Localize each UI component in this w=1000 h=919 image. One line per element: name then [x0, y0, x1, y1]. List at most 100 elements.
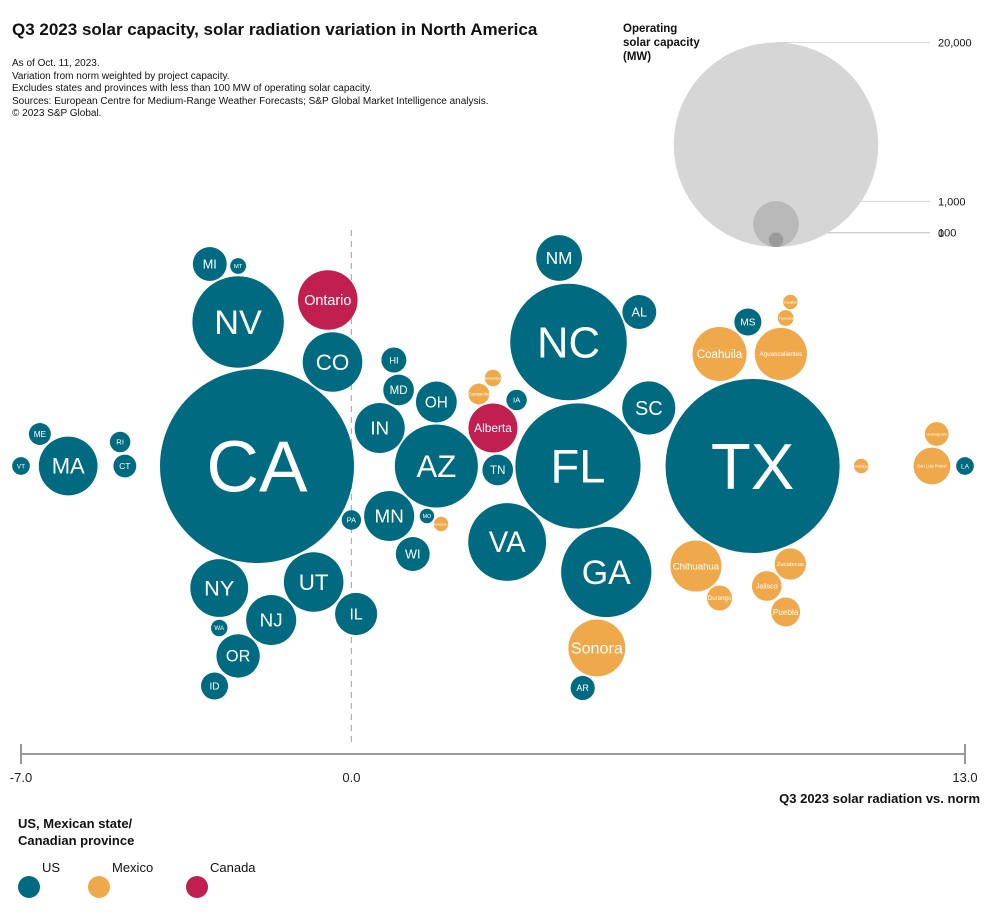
bubble-label-aguascalientes: Aguascalientes — [760, 351, 803, 358]
bubble-sonora-2 — [433, 516, 449, 532]
bubble-label-la: LA — [961, 463, 970, 470]
bubble-vt — [12, 457, 30, 475]
bubble-aguascalientes — [754, 327, 807, 381]
bubble-label-hi: HI — [389, 354, 398, 365]
bubble-alberta — [468, 403, 518, 453]
bubble-nj — [246, 594, 297, 646]
bubble-label-ia: IA — [513, 396, 521, 405]
bubble-label-ga: GA — [582, 554, 631, 592]
bubble-nv — [192, 276, 284, 368]
bubble-sc — [622, 381, 676, 435]
legend-swatch-mexico — [88, 876, 110, 898]
size-legend-circle-0 — [673, 42, 879, 247]
bubble-label-tx: TX — [711, 430, 794, 503]
x-tick-label-0: -7.0 — [10, 770, 32, 785]
bubble-label-il: IL — [350, 607, 363, 624]
bubble-hi — [381, 347, 407, 373]
bubble-label-ma: MA — [52, 454, 85, 479]
bubble-label-pa: PA — [347, 516, 356, 525]
note-weighting: Variation from norm weighted by project … — [12, 70, 230, 82]
bubble-yucatan — [783, 294, 798, 310]
bubble-label-wi: WI — [405, 547, 421, 561]
bubble-tn — [482, 454, 514, 486]
bubble-ms — [734, 308, 762, 336]
bubble-ca — [160, 369, 354, 563]
bubble-chihuahua — [670, 540, 722, 592]
bubble-ga — [561, 526, 652, 618]
bubble-hidalgo — [853, 458, 869, 474]
bubble-label-chihuahua: Chihuahua — [673, 561, 720, 572]
bubble-guanajuato — [924, 422, 949, 446]
bubble-ia — [506, 389, 527, 411]
size-legend-label-2: 100 — [938, 228, 956, 240]
bubble-label-ca: CA — [206, 426, 308, 507]
bubble-label-jalisco: Jalisco — [756, 582, 778, 591]
bubble-label-fl: FL — [551, 439, 606, 492]
bubble-me — [28, 423, 51, 445]
bubble-ri — [109, 431, 131, 453]
bubble-ny — [190, 559, 249, 617]
bubble-wi — [395, 537, 430, 571]
bubble-tx — [665, 378, 840, 554]
bubble-label-sonora: Sonora — [571, 640, 623, 658]
legend-label-mexico: Mexico — [112, 860, 154, 875]
bubble-ontario — [297, 270, 358, 330]
bubble-label-tlaxcala: Tlaxcala — [778, 315, 794, 320]
bubble-label-ut: UT — [299, 570, 329, 595]
size-legend-label-0: 20,000 — [938, 38, 972, 50]
bubble-sonora — [568, 619, 626, 677]
bubble-label-mo: MO — [423, 514, 432, 520]
size-legend-label-1: 1,000 — [938, 196, 966, 208]
bubble-ar — [570, 675, 595, 701]
bubble-label-nc: NC — [537, 318, 600, 367]
bubble-label-ontario: Ontario — [304, 293, 351, 309]
bubble-fl — [515, 403, 641, 529]
bubble-label-nm: NM — [546, 249, 573, 268]
note-sources: Sources: European Centre for Medium-Rang… — [12, 95, 489, 107]
bubble-label-san-luis-potos: San Luis Potosí — [917, 463, 947, 468]
bubble-label-ct: CT — [119, 461, 131, 471]
bubble-label-me: ME — [34, 430, 47, 439]
bubble-label-al: AL — [632, 305, 648, 319]
bubble-label-alberta: Alberta — [474, 421, 512, 435]
bubble-label-guanajuato: Guanajuato — [926, 431, 947, 436]
bubble-label-nv: NV — [214, 304, 262, 342]
bubble-label-wa: WA — [214, 625, 225, 632]
size-legend-title-0: Operating — [623, 23, 677, 35]
legend-label-us: US — [42, 860, 61, 875]
bubble-label-mi: MI — [203, 257, 217, 271]
bubble-mt — [230, 258, 247, 274]
bubble-jalisco — [751, 571, 782, 601]
bubble-label-vt: VT — [17, 463, 25, 470]
x-tick-label-2: 13.0 — [952, 770, 977, 785]
bubble-ma — [38, 436, 98, 496]
note-exclusion: Excludes states and provinces with less … — [12, 83, 372, 95]
bubble-label-zacatecas: Zacatecas — [777, 562, 804, 568]
bubble-label-tamaulipas: Tamaulipas — [483, 375, 503, 380]
bubble-mn — [364, 490, 415, 542]
bubble-label-va: VA — [489, 527, 526, 559]
chart-title: Q3 2023 solar capacity, solar radiation … — [12, 20, 538, 39]
size-legend-title-1: solar capacity — [623, 37, 700, 49]
x-axis-label: Q3 2023 solar radiation vs. norm — [779, 791, 980, 806]
size-legend-label-3: 0 — [938, 228, 944, 240]
size-legend-circle-3 — [769, 233, 783, 247]
bubble-wa — [210, 619, 228, 637]
bubble-or — [216, 634, 260, 678]
bubble-nc — [510, 283, 627, 401]
legend-title-line2: Canadian province — [18, 833, 135, 848]
bubble-label-md: MD — [390, 385, 408, 397]
bubble-tlaxcala — [777, 310, 794, 326]
bubble-label-nj: NJ — [260, 610, 283, 631]
bubble-label-campeche: Campeche — [468, 392, 490, 397]
bubble-oh — [415, 381, 457, 423]
bubble-nm — [536, 235, 582, 281]
bubble-il — [335, 592, 378, 636]
bubble-zacatecas — [774, 548, 807, 580]
bubble-san-luis-potos — [913, 447, 951, 485]
bubble-label-yucatan: Yucatan — [783, 299, 797, 304]
bubble-label-id: ID — [209, 682, 219, 693]
size-legend-title-2: (MW) — [623, 51, 651, 63]
bubble-label-sc: SC — [635, 398, 663, 420]
bubble-label-ny: NY — [204, 576, 234, 601]
